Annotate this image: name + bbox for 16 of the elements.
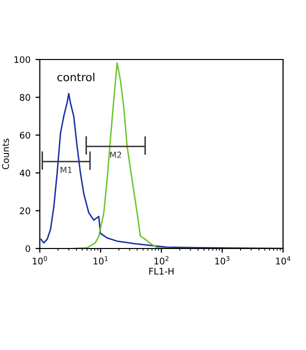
y-tick-label: 40 — [20, 170, 30, 176]
annotation: control — [57, 72, 94, 82]
x-tick-label: 10$^{4}$ — [276, 256, 290, 264]
x-tick-label: 10$^{1}$ — [94, 256, 108, 264]
x-tick-label: 10$^{0}$ — [32, 256, 48, 264]
series-label: M2 — [110, 152, 122, 158]
y-tick-label: 80 — [20, 94, 30, 101]
y-axis-title: Counts — [2, 138, 9, 170]
y-tick-label: 100 — [14, 56, 30, 64]
x-tick-label: 10$^{3}$ — [215, 256, 230, 264]
y-tick-label: 20 — [20, 207, 30, 214]
x-tick-label: 10$^{2}$ — [154, 256, 168, 264]
y-tick-label: 0 — [26, 245, 30, 252]
x-axis-title: FL1-H — [149, 268, 174, 275]
series-label: M1 — [60, 166, 72, 173]
y-tick-label: 60 — [20, 132, 30, 139]
